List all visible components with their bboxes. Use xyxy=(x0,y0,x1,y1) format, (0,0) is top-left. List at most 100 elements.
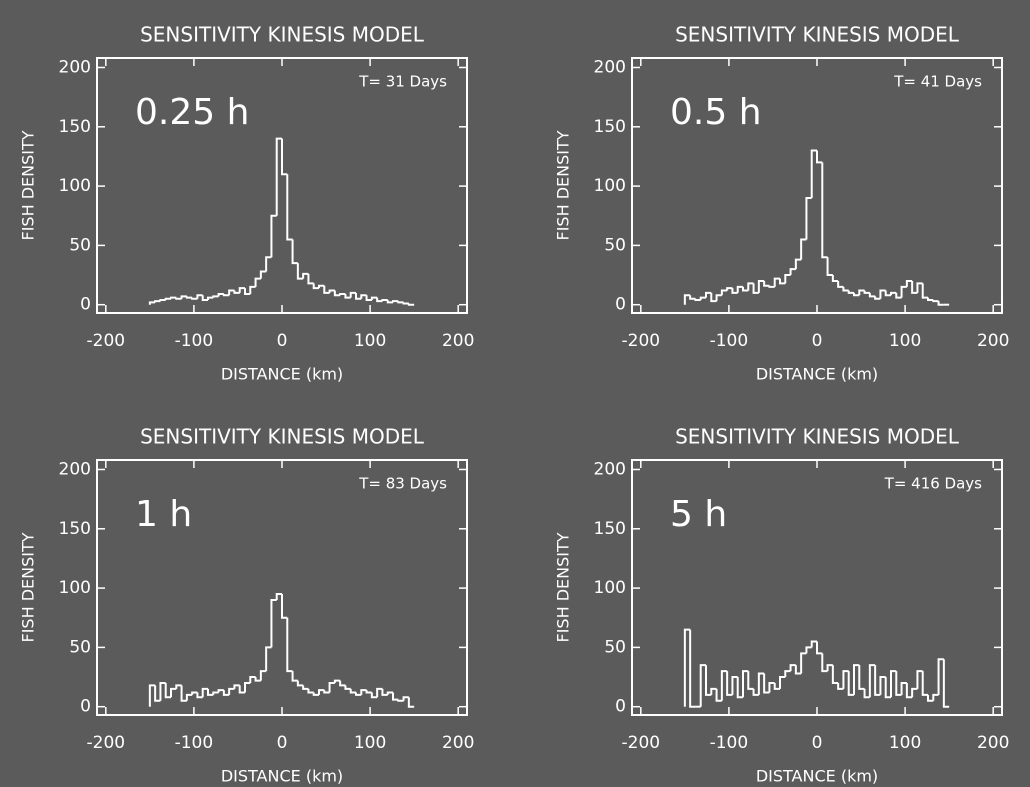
histogram-step xyxy=(281,594,288,619)
histogram-step xyxy=(275,593,282,600)
histogram-step xyxy=(296,680,304,687)
y-tick-label: 50 xyxy=(69,637,91,657)
x-tick-label: 200 xyxy=(442,331,474,351)
histogram-step xyxy=(932,693,939,701)
annotation: T= 41 Days xyxy=(893,73,982,91)
histogram-step xyxy=(196,294,203,299)
histogram-step xyxy=(270,214,277,258)
histogram-step xyxy=(244,288,251,296)
histogram-step xyxy=(228,289,235,296)
histogram-step xyxy=(333,290,341,297)
y-axis-label: FISH DENSITY xyxy=(19,532,38,642)
y-tick-label: 200 xyxy=(594,459,626,479)
histogram-step xyxy=(842,670,849,689)
histogram-step xyxy=(222,294,230,297)
histogram-step xyxy=(847,290,854,294)
histogram-step xyxy=(159,298,166,302)
histogram-step xyxy=(265,256,272,272)
histogram-step xyxy=(853,664,860,695)
histogram-step xyxy=(932,299,939,303)
histogram-step xyxy=(170,687,177,698)
histogram-step xyxy=(699,296,706,300)
x-tick-label: 200 xyxy=(977,331,1009,351)
histogram-step xyxy=(837,280,844,288)
histogram-step xyxy=(381,688,388,696)
histogram-step xyxy=(874,665,881,696)
histogram-step xyxy=(847,671,854,696)
histogram-step xyxy=(868,664,876,698)
y-axis-label: FISH DENSITY xyxy=(554,130,573,240)
histogram-step xyxy=(170,296,177,299)
histogram-step xyxy=(911,687,918,698)
histogram-step xyxy=(159,681,166,701)
histogram-step xyxy=(805,196,812,240)
histogram-step xyxy=(180,295,187,299)
histogram-step xyxy=(307,273,314,285)
histogram-step xyxy=(217,689,224,693)
histogram-step xyxy=(360,689,367,695)
histogram-step xyxy=(286,617,293,673)
histogram-step xyxy=(720,289,728,296)
histogram-step xyxy=(185,693,193,701)
histogram-step xyxy=(916,670,923,689)
histogram-step xyxy=(879,676,886,695)
histogram-step xyxy=(381,298,388,302)
x-tick-label: -200 xyxy=(622,733,661,753)
y-axis-label: FISH DENSITY xyxy=(19,130,38,240)
histogram-step xyxy=(349,291,356,298)
histogram-step xyxy=(259,270,267,279)
histogram-step xyxy=(228,687,235,695)
histogram-step xyxy=(800,652,807,674)
x-tick-label: -100 xyxy=(175,733,214,753)
annotation: T= 31 Days xyxy=(358,73,447,91)
histogram-step xyxy=(927,297,934,301)
histogram-step xyxy=(874,296,881,300)
histogram-step xyxy=(312,692,319,696)
x-axis-label: DISTANCE (km) xyxy=(756,365,878,384)
histogram-step xyxy=(217,293,224,297)
histogram-step xyxy=(794,258,802,270)
histogram-step xyxy=(207,688,214,696)
histogram-step xyxy=(789,268,796,276)
histogram-step xyxy=(291,671,298,682)
histogram-step xyxy=(397,699,404,702)
histogram-step xyxy=(254,277,261,287)
histogram-step xyxy=(757,279,765,293)
histogram-step xyxy=(386,691,393,695)
histogram-step xyxy=(244,681,251,693)
annotation: T= 83 Days xyxy=(358,475,447,493)
y-tick-label: 100 xyxy=(594,176,626,196)
histogram-step xyxy=(768,681,775,693)
x-tick-label: -200 xyxy=(87,331,126,351)
histogram-step xyxy=(392,692,399,701)
histogram-step xyxy=(148,301,156,305)
histogram-step xyxy=(683,628,691,707)
histogram-step xyxy=(895,671,902,696)
histogram-step xyxy=(805,646,812,654)
histogram-step xyxy=(884,677,891,699)
histogram-step xyxy=(699,664,706,707)
y-tick-label: 0 xyxy=(80,697,91,717)
histogram-step xyxy=(281,138,288,176)
histogram-step xyxy=(302,685,309,690)
histogram-step xyxy=(207,296,214,300)
histogram-step xyxy=(863,290,870,294)
histogram-step xyxy=(705,665,712,696)
histogram-step xyxy=(328,289,335,293)
histogram-step xyxy=(710,292,717,303)
panel-label: 0.5 h xyxy=(670,92,762,133)
histogram-step xyxy=(355,692,362,696)
histogram-step xyxy=(715,294,722,302)
panel-label: 5 h xyxy=(670,494,727,535)
histogram-step xyxy=(789,664,796,672)
histogram-step xyxy=(370,296,378,300)
histogram-step xyxy=(154,685,161,702)
histogram-step xyxy=(370,692,378,699)
x-tick-label: 0 xyxy=(812,733,823,753)
histogram-step xyxy=(736,677,743,699)
histogram-step xyxy=(720,670,728,701)
x-axis-label: DISTANCE (km) xyxy=(221,767,343,786)
histogram-step xyxy=(794,665,802,675)
histogram-step xyxy=(705,291,712,298)
histogram-step xyxy=(397,301,404,304)
